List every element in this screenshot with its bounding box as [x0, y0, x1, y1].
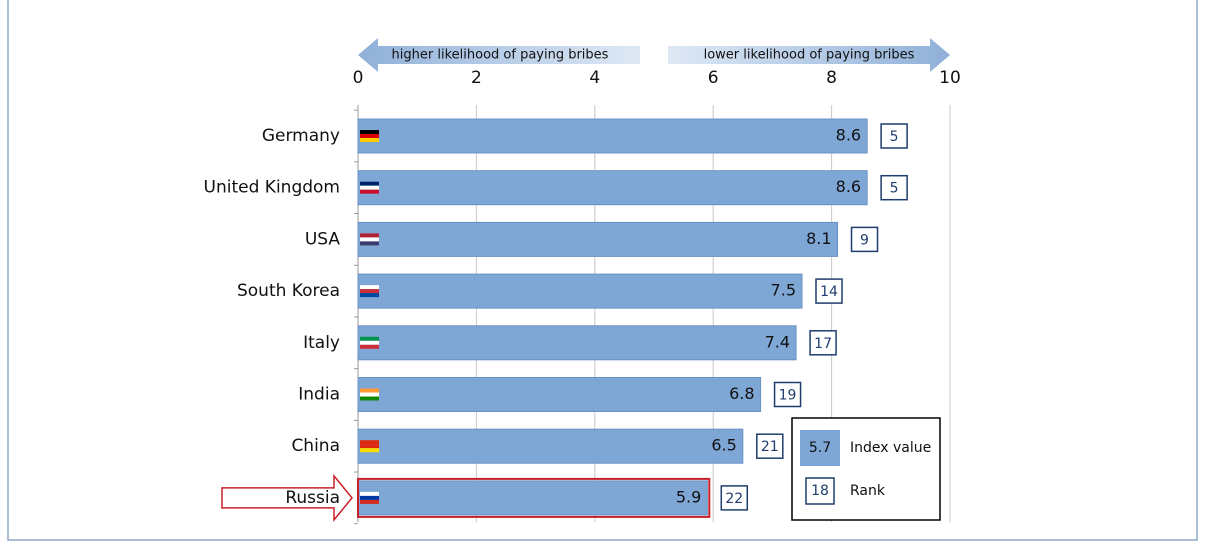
rank-box [880, 174, 908, 201]
flag [360, 138, 379, 142]
y-tick-label: USA [305, 229, 341, 249]
rank-label: 19 [779, 388, 797, 404]
bar [357, 428, 744, 464]
x-tick-label: 8 [826, 68, 837, 88]
flag [360, 233, 379, 238]
rank-label: 5 [890, 181, 899, 197]
flag [360, 440, 379, 445]
value-label: 8.1 [806, 229, 831, 248]
flag [360, 189, 379, 194]
arrow-label: lower likelihood of paying bribes [704, 48, 915, 63]
legend-sample: 5.7 [809, 440, 831, 456]
y-tick-label: China [291, 436, 340, 456]
rank-box [880, 123, 908, 149]
flag [360, 134, 379, 138]
value-label: 8.6 [836, 126, 861, 145]
value-label: 5.9 [676, 487, 701, 506]
highlight-box [357, 477, 711, 518]
rank-box [850, 226, 879, 253]
rank-label: 14 [820, 284, 838, 300]
flag [360, 344, 379, 349]
flag [360, 293, 379, 298]
flag [360, 499, 379, 504]
flag [360, 130, 379, 134]
bar [357, 170, 868, 206]
flag [360, 388, 379, 393]
frame [7, 0, 1198, 541]
highlight-arrow [221, 473, 353, 523]
flag [360, 336, 379, 341]
rank-box [756, 433, 784, 459]
value-label: 6.8 [729, 384, 754, 403]
x-tick-label: 2 [471, 68, 482, 88]
y-tick-label: Germany [262, 126, 340, 146]
flag [360, 185, 379, 190]
rank-label: 5 [890, 129, 899, 145]
flag [360, 181, 379, 186]
rank-label: 22 [725, 491, 743, 507]
legend-sample: 18 [811, 483, 829, 499]
value-label: 7.5 [771, 281, 796, 300]
bar [357, 325, 797, 361]
y-tick-label: South Korea [237, 281, 340, 301]
rank-label: 17 [814, 336, 832, 352]
flag [360, 285, 379, 290]
value-label: 7.4 [765, 332, 790, 351]
y-tick-label: United Kingdom [204, 178, 340, 198]
flag [360, 237, 379, 242]
bar [357, 480, 708, 516]
bar [357, 221, 839, 257]
flag [360, 444, 379, 449]
rank-label: 9 [860, 232, 869, 248]
bar [357, 118, 868, 154]
legend-swatch [800, 430, 840, 466]
rank-box [815, 278, 843, 304]
bar [357, 273, 803, 309]
flag [360, 289, 379, 294]
arrow-label: higher likelihood of paying bribes [392, 48, 609, 63]
flag [360, 495, 379, 500]
legend-rank-box [805, 477, 835, 505]
flag [360, 448, 379, 453]
right-arrow [668, 38, 950, 72]
rank-box [720, 485, 749, 511]
flag [360, 392, 379, 397]
y-tick-label: Russia [285, 488, 340, 508]
x-tick-label: 4 [589, 68, 600, 88]
flag [360, 491, 379, 496]
flag [360, 241, 379, 246]
x-tick-label: 0 [353, 68, 364, 88]
y-tick-label: Italy [303, 333, 340, 353]
rank-box [773, 381, 802, 408]
left-arrow [358, 38, 640, 72]
legend-label: Rank [850, 483, 886, 499]
rank-label: 21 [761, 439, 779, 455]
flag [360, 396, 379, 401]
rank-box [809, 330, 837, 356]
value-label: 6.5 [711, 436, 736, 455]
legend-label: Index value [850, 440, 931, 456]
x-tick-label: 10 [939, 68, 961, 88]
x-tick-label: 6 [708, 68, 719, 88]
flag [360, 340, 379, 345]
value-label: 8.6 [836, 177, 861, 196]
bar [357, 377, 762, 412]
y-tick-label: India [298, 385, 340, 405]
